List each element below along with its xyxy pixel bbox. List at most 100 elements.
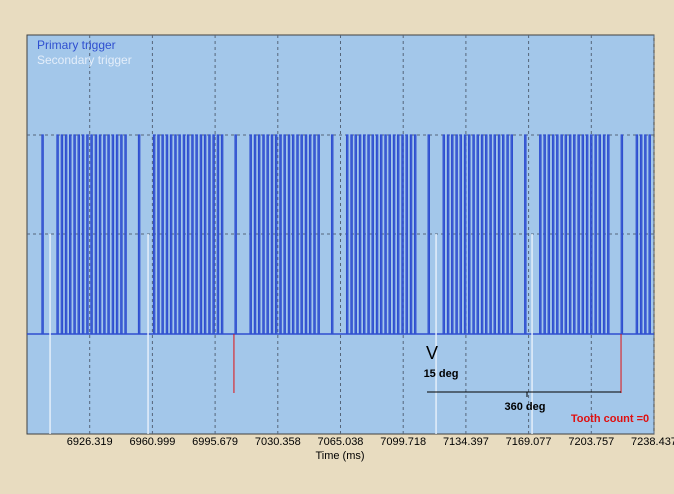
primary-tooth xyxy=(60,134,64,334)
primary-tooth xyxy=(94,134,98,334)
x-tick-label: 7134.397 xyxy=(443,436,489,448)
legend-entry: Primary trigger xyxy=(37,38,116,52)
primary-tooth xyxy=(506,134,509,334)
primary-tooth xyxy=(203,134,207,334)
x-tick-label: 6995.679 xyxy=(192,436,238,448)
primary-tooth xyxy=(262,134,265,334)
primary-tooth xyxy=(362,134,366,334)
primary-tooth xyxy=(539,134,542,334)
primary-tooth xyxy=(41,134,44,334)
primary-tooth xyxy=(345,134,349,334)
x-tick-label: 7169.077 xyxy=(506,436,552,448)
primary-tooth xyxy=(602,134,606,334)
primary-tooth xyxy=(371,134,374,334)
primary-tooth xyxy=(216,134,220,334)
primary-tooth xyxy=(493,134,497,334)
primary-tooth xyxy=(165,134,169,334)
primary-tooth xyxy=(568,134,572,334)
primary-tooth xyxy=(556,134,559,334)
primary-tooth xyxy=(442,134,446,334)
primary-tooth xyxy=(313,134,316,334)
primary-tooth xyxy=(77,134,80,334)
primary-tooth xyxy=(249,134,252,334)
primary-tooth xyxy=(274,134,278,334)
primary-tooth xyxy=(497,134,501,334)
x-tick-label: 6926.319 xyxy=(67,436,113,448)
primary-tooth xyxy=(296,134,299,334)
primary-tooth xyxy=(485,134,488,334)
primary-tooth xyxy=(90,134,93,334)
primary-tooth xyxy=(594,134,597,334)
primary-tooth xyxy=(304,134,308,334)
primary-tooth xyxy=(379,134,383,334)
primary-tooth xyxy=(564,134,568,334)
primary-tooth xyxy=(199,134,203,334)
primary-tooth xyxy=(543,134,546,334)
tooth-mark: V xyxy=(426,343,438,363)
primary-tooth xyxy=(157,134,160,334)
primary-tooth xyxy=(502,134,505,334)
primary-tooth xyxy=(463,134,467,334)
primary-tooth xyxy=(354,134,357,334)
primary-tooth xyxy=(384,134,387,334)
primary-tooth xyxy=(291,134,295,334)
primary-tooth xyxy=(367,134,370,334)
primary-tooth xyxy=(560,134,563,334)
primary-tooth xyxy=(635,134,639,334)
primary-tooth xyxy=(639,134,643,334)
primary-tooth xyxy=(451,134,454,334)
primary-tooth xyxy=(620,134,624,334)
primary-tooth xyxy=(98,134,102,334)
legend-entry: Secondary trigger xyxy=(37,53,132,67)
primary-tooth xyxy=(68,134,72,334)
primary-tooth xyxy=(212,134,215,334)
primary-tooth xyxy=(405,134,408,334)
primary-tooth xyxy=(573,134,576,334)
x-tick-label: 7030.358 xyxy=(255,436,301,448)
primary-tooth xyxy=(547,134,551,334)
primary-tooth xyxy=(169,134,173,334)
x-tick-label: 7203.757 xyxy=(568,436,614,448)
primary-tooth xyxy=(56,134,59,334)
primary-tooth xyxy=(480,134,484,334)
primary-tooth xyxy=(401,134,404,334)
primary-tooth xyxy=(300,134,303,334)
primary-tooth xyxy=(388,134,391,334)
primary-tooth xyxy=(182,134,186,334)
primary-tooth xyxy=(392,134,396,334)
primary-tooth xyxy=(472,134,475,334)
primary-tooth xyxy=(607,134,610,334)
x-tick-label: 7238.437 xyxy=(631,436,674,448)
primary-tooth xyxy=(358,134,362,334)
primary-tooth xyxy=(120,134,123,334)
x-tick-label: 7065.038 xyxy=(318,436,364,448)
primary-tooth xyxy=(577,134,580,334)
primary-tooth xyxy=(468,134,471,334)
primary-tooth xyxy=(375,134,379,334)
primary-tooth xyxy=(195,134,198,334)
primary-tooth xyxy=(220,134,224,334)
primary-tooth xyxy=(598,134,602,334)
primary-tooth xyxy=(350,134,353,334)
primary-tooth xyxy=(330,134,334,334)
primary-tooth xyxy=(208,134,211,334)
primary-tooth xyxy=(459,134,463,334)
primary-tooth xyxy=(287,134,291,334)
primary-tooth xyxy=(178,134,181,334)
primary-tooth xyxy=(283,134,286,334)
primary-tooth xyxy=(413,134,417,334)
primary-tooth xyxy=(279,134,282,334)
cycle-angle-label: 360 deg xyxy=(505,401,546,413)
primary-tooth xyxy=(124,134,127,334)
primary-tooth xyxy=(137,134,141,334)
primary-tooth xyxy=(86,134,89,334)
primary-tooth xyxy=(476,134,480,334)
primary-tooth xyxy=(455,134,458,334)
primary-tooth xyxy=(234,134,237,334)
primary-tooth xyxy=(510,134,514,334)
primary-tooth xyxy=(308,134,312,334)
primary-tooth xyxy=(191,134,194,334)
primary-tooth xyxy=(81,134,85,334)
primary-tooth xyxy=(551,134,555,334)
